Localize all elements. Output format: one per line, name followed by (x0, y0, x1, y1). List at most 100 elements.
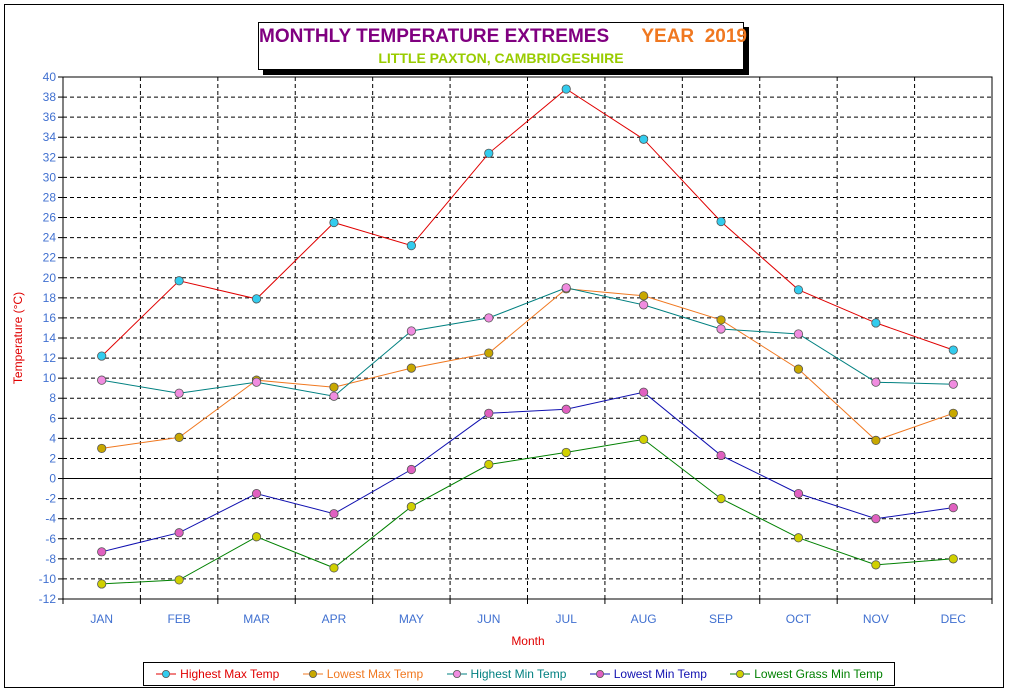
x-tick-label: DEC (941, 612, 967, 626)
data-point (97, 579, 107, 589)
data-point (174, 528, 184, 538)
data-point (484, 348, 494, 358)
data-point (97, 375, 107, 385)
x-tick-label: NOV (863, 612, 889, 626)
legend-swatch (730, 670, 751, 678)
data-point (484, 459, 494, 470)
data-point (793, 329, 804, 339)
data-point (793, 488, 804, 499)
y-tick-label: 28 (43, 190, 57, 204)
data-point (793, 533, 804, 543)
data-point (484, 313, 494, 323)
legend-item: Lowest Min Temp (589, 667, 707, 681)
legend-label: Lowest Grass Min Temp (754, 667, 883, 681)
data-point (97, 351, 107, 361)
data-point (793, 364, 804, 374)
data-point (716, 494, 726, 504)
data-point (251, 532, 262, 542)
y-tick-label: 14 (43, 331, 57, 345)
legend-swatch (156, 670, 177, 678)
data-point (174, 388, 184, 398)
series-line (101, 391, 954, 553)
data-point (484, 408, 494, 418)
y-tick-label: 40 (43, 70, 57, 84)
y-tick-label: 18 (43, 291, 57, 305)
x-tick-label: AUG (631, 612, 657, 626)
data-point (561, 283, 571, 293)
y-tick-label: 6 (49, 411, 56, 425)
series-line (101, 287, 954, 397)
chart-title: MONTHLY TEMPERATURE EXTREMES YEAR 2019 (259, 26, 747, 48)
data-point (406, 502, 416, 512)
data-point (97, 443, 107, 454)
y-tick-label: 30 (43, 170, 57, 184)
series-line (101, 88, 954, 357)
data-point (639, 291, 649, 301)
data-point (948, 554, 958, 564)
data-point (716, 324, 726, 334)
legend-item: Lowest Max Temp (302, 667, 424, 681)
data-point (871, 560, 881, 570)
data-point (329, 382, 339, 392)
x-tick-label: SEP (709, 612, 733, 626)
x-tick-label: FEB (167, 612, 190, 626)
series-layer (97, 84, 958, 589)
data-point (948, 345, 958, 355)
series-line (101, 438, 954, 585)
y-tick-label: 38 (43, 90, 57, 104)
data-point (871, 377, 881, 387)
x-tick-label: JAN (90, 612, 113, 626)
data-point (639, 434, 649, 444)
y-tick-label: 32 (43, 150, 57, 164)
data-point (329, 391, 339, 401)
data-point (716, 216, 726, 227)
data-point (639, 387, 649, 397)
data-point (639, 134, 649, 144)
data-point (174, 575, 184, 585)
data-point (948, 379, 958, 389)
y-tick-label: 8 (49, 391, 56, 405)
year-label: YEAR 2019 (641, 26, 747, 47)
grid-layer (58, 76, 993, 604)
series-lowest-grass-min-temp (97, 434, 958, 589)
title-text: MONTHLY TEMPERATURE EXTREMES (259, 26, 610, 47)
chart-subtitle: LITTLE PAXTON, CAMBRIDGESHIRE (378, 50, 624, 66)
data-point (871, 318, 881, 328)
legend-label: Highest Max Temp (180, 667, 280, 681)
y-tick-label: 36 (43, 110, 57, 124)
legend-swatch (589, 670, 610, 678)
data-point (871, 514, 881, 524)
x-tick-label: APR (322, 612, 347, 626)
series-highest-min-temp (97, 283, 958, 401)
y-tick-label: 0 (49, 472, 56, 486)
y-tick-label: 16 (43, 311, 57, 325)
y-tick-label: 34 (43, 130, 57, 144)
data-point (406, 326, 416, 336)
data-point (793, 285, 804, 295)
data-point (251, 488, 262, 499)
legend-item: Highest Max Temp (155, 667, 279, 681)
plot-area-border (62, 76, 993, 600)
series-lowest-min-temp (97, 387, 958, 557)
x-tick-label: JUN (477, 612, 500, 626)
data-point (871, 435, 881, 445)
y-tick-label: 20 (43, 271, 57, 285)
y-tick-label: -2 (45, 492, 56, 506)
data-point (329, 563, 339, 573)
y-tick-label: 12 (43, 351, 57, 365)
data-point (251, 377, 262, 387)
data-point (948, 408, 958, 418)
y-axis-title: Temperature (°C) (11, 292, 25, 384)
legend-swatch (446, 670, 467, 678)
data-point (329, 217, 339, 228)
y-tick-label: 4 (49, 431, 56, 445)
chart-title-box: MONTHLY TEMPERATURE EXTREMES YEAR 2019 L… (258, 22, 747, 70)
legend-label: Lowest Max Temp (326, 667, 424, 681)
x-axis-title: Month (511, 634, 544, 648)
data-point (406, 464, 416, 475)
data-point (97, 547, 107, 557)
y-tick-label: -4 (45, 512, 56, 526)
y-tick-label: 24 (43, 231, 57, 245)
data-point (174, 432, 184, 442)
